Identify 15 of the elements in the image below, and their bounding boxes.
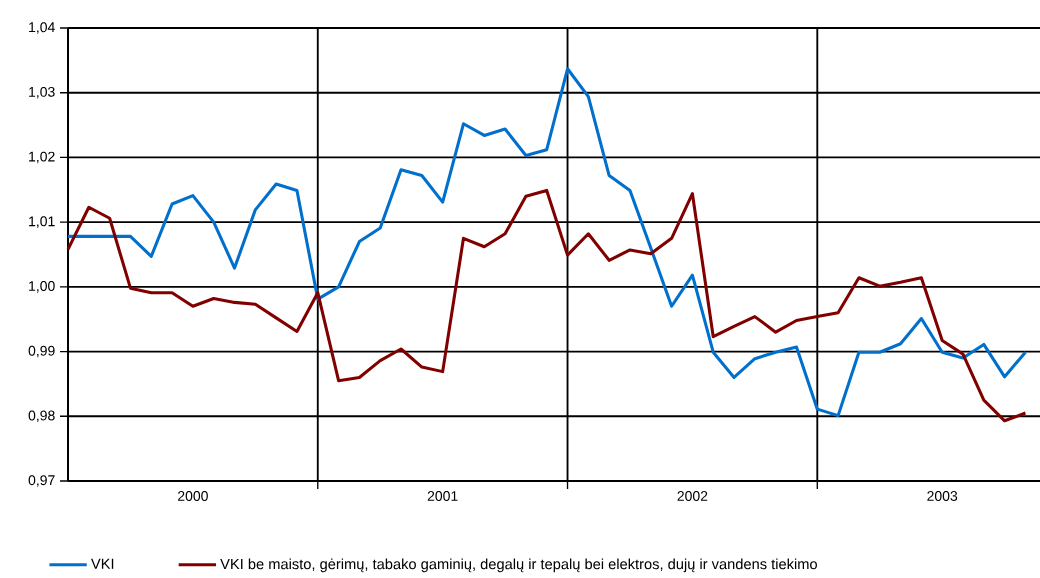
- line-series: [66, 188, 1027, 423]
- legend-label: VKI: [90, 558, 114, 569]
- legend-label: VKI be maisto, gėrimų, tabako gaminių, degalų ir tepalų bei elektros, dujų ir vandens tiekimo: [220, 558, 817, 573]
- y-tick-label: 1,04: [29, 22, 55, 34]
- x-tick-label: 2002: [677, 491, 708, 501]
- x-tick-label: 2001: [427, 491, 458, 501]
- y-tick-label: 0,97: [28, 475, 55, 487]
- x-tick-label: 2003: [927, 491, 958, 501]
- x-tick-label: 2000: [178, 491, 208, 501]
- y-tick-label: 1,03: [29, 86, 55, 99]
- y-tick-label: 1,00: [29, 281, 55, 293]
- y-tick-label: 1,01: [29, 216, 55, 228]
- y-tick-label: 1,02: [29, 151, 55, 164]
- y-tick-label: 0,98: [28, 410, 55, 423]
- y-tick-label: 0,99: [28, 345, 55, 358]
